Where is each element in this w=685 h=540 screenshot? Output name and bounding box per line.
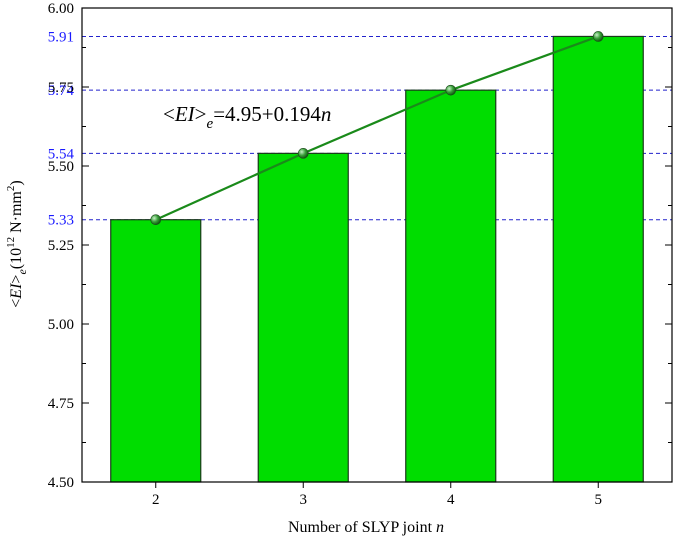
axes: 4.50 4.75 5.00 5.25 5.50 5.75 6.00 2 3 4 5 <box>48 1 673 508</box>
y-tick-label: 5.50 <box>48 159 74 175</box>
data-point <box>592 31 604 42</box>
fit-equation: <EI>e=4.95+0.194n <box>163 102 331 132</box>
x-axis-label: Number of SLYP joint n <box>288 519 444 536</box>
fit-line <box>155 35 599 221</box>
x-tick-label: 3 <box>300 492 308 508</box>
bar <box>110 219 202 483</box>
reference-label: 5.54 <box>48 146 75 162</box>
fit-line-group <box>150 31 604 226</box>
y-tick-label: 5.00 <box>48 317 74 333</box>
y-tick-label: 4.75 <box>48 396 74 412</box>
x-tick-label: 4 <box>447 492 455 508</box>
y-axis-label: <EI>e(1012 N·mm2) <box>5 180 29 307</box>
data-point <box>445 84 457 96</box>
reference-label: 5.91 <box>48 29 74 45</box>
y-tick-label: 6.00 <box>48 1 74 17</box>
x-tick-label: 2 <box>152 492 160 508</box>
y-tick-label: 5.25 <box>48 238 74 254</box>
data-point <box>150 214 162 226</box>
reference-label: 5.74 <box>48 83 75 99</box>
data-point <box>297 148 309 159</box>
x-tick-label: 5 <box>595 492 603 508</box>
y-tick-label: 5.75 <box>48 80 74 96</box>
bar <box>257 152 349 483</box>
y-tick-label: 4.50 <box>48 475 74 491</box>
bar <box>552 35 644 483</box>
bar <box>405 89 497 483</box>
bars <box>110 35 644 483</box>
reference-label: 5.33 <box>48 213 74 229</box>
